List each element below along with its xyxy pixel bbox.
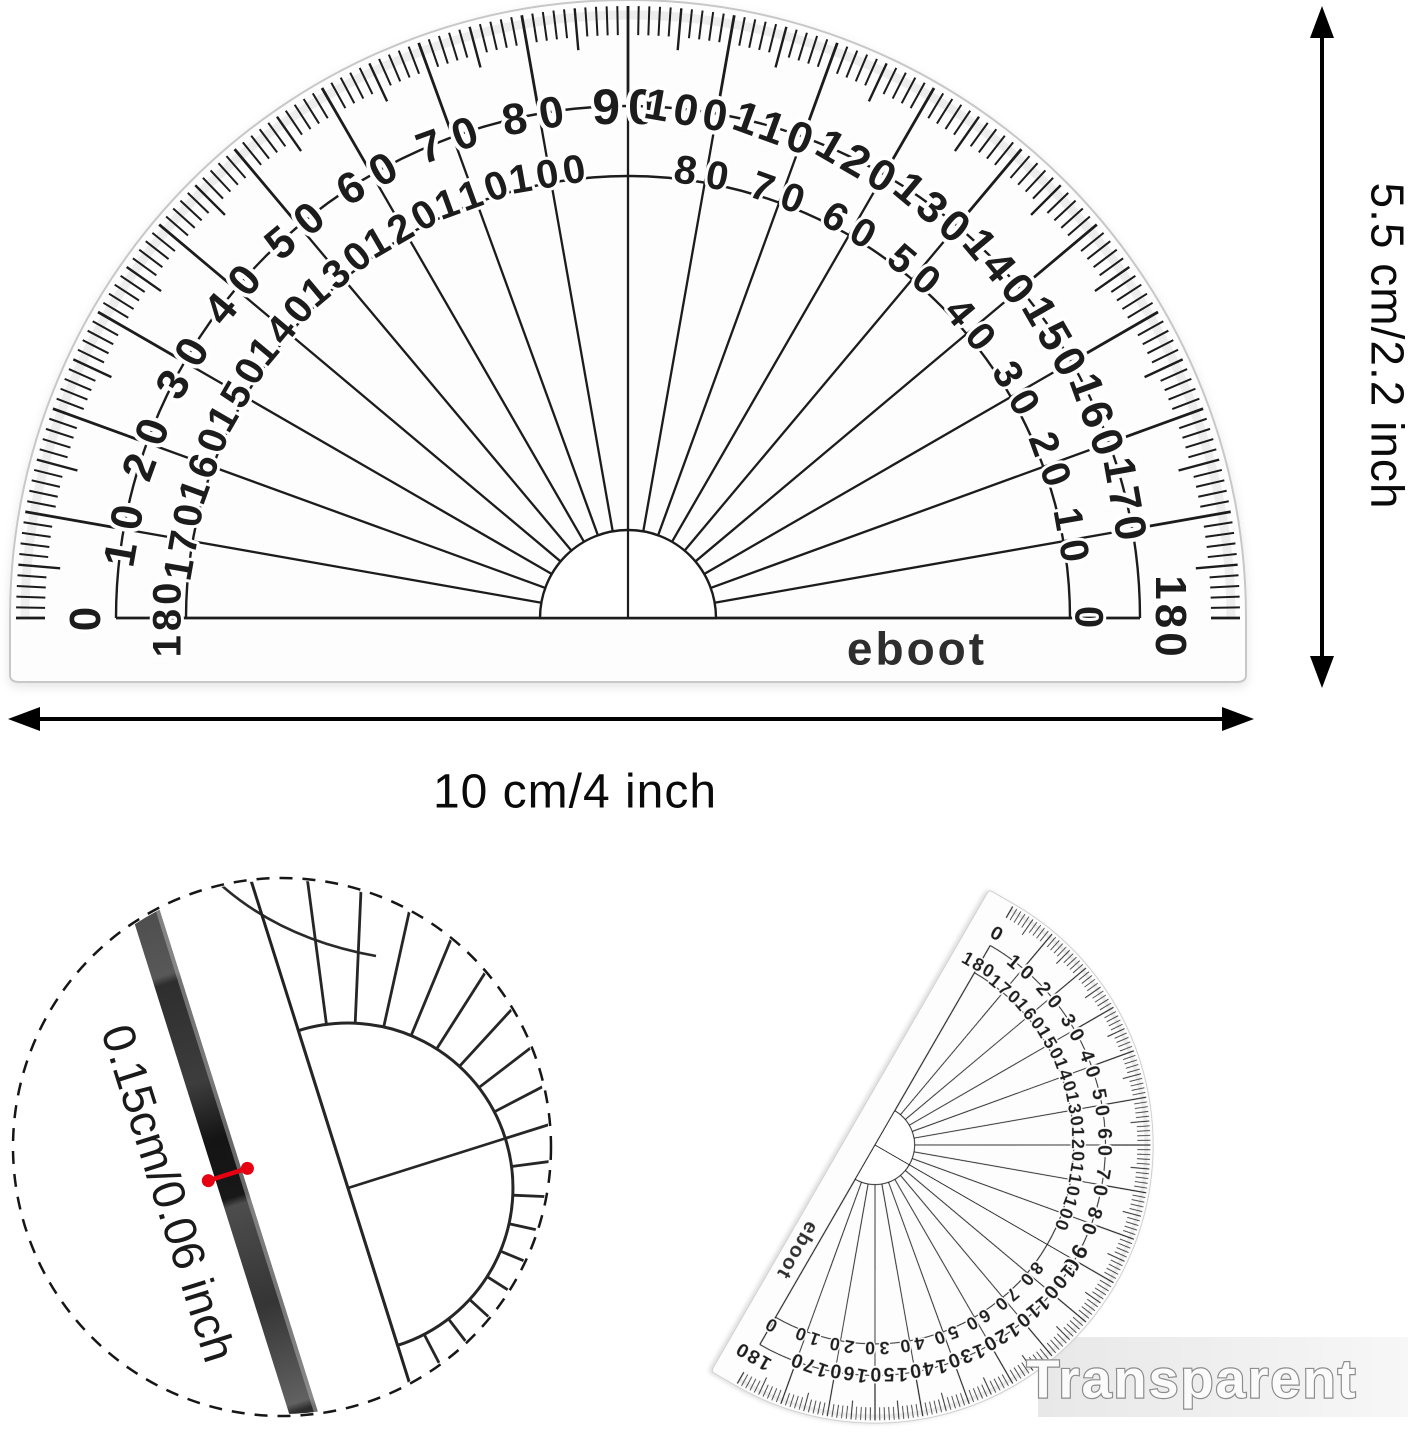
magnified-hub-centerline [347, 1137, 506, 1190]
edge-thickness-strip [100, 880, 386, 1414]
transparent-band [1038, 1337, 1408, 1417]
transparent-label: Transparent [1026, 1349, 1357, 1409]
magnified-hub [296, 1021, 515, 1348]
magnified-inner-arc [197, 880, 377, 958]
band-rect [1038, 1337, 1408, 1417]
arrowhead-down-icon [1310, 656, 1334, 688]
thickness-detail-circle: 0.15cm/0.06 inch [11, 876, 553, 1418]
arrowhead-left-icon [8, 707, 40, 731]
magnifier-dashed-border [11, 876, 553, 1418]
height-dimension: 5.5 cm/2.2 inch [1310, 6, 1408, 688]
thickness-marker [201, 1161, 254, 1188]
width-dimension: 10 cm/4 inch [8, 707, 1254, 818]
arrowhead-right-icon [1222, 707, 1254, 731]
arrowhead-up-icon [1310, 6, 1334, 38]
width-dimension-label: 10 cm/4 inch [433, 765, 717, 818]
edge-strip-highlight [123, 880, 386, 1414]
height-dimension-label: 5.5 cm/2.2 inch [1361, 183, 1408, 510]
